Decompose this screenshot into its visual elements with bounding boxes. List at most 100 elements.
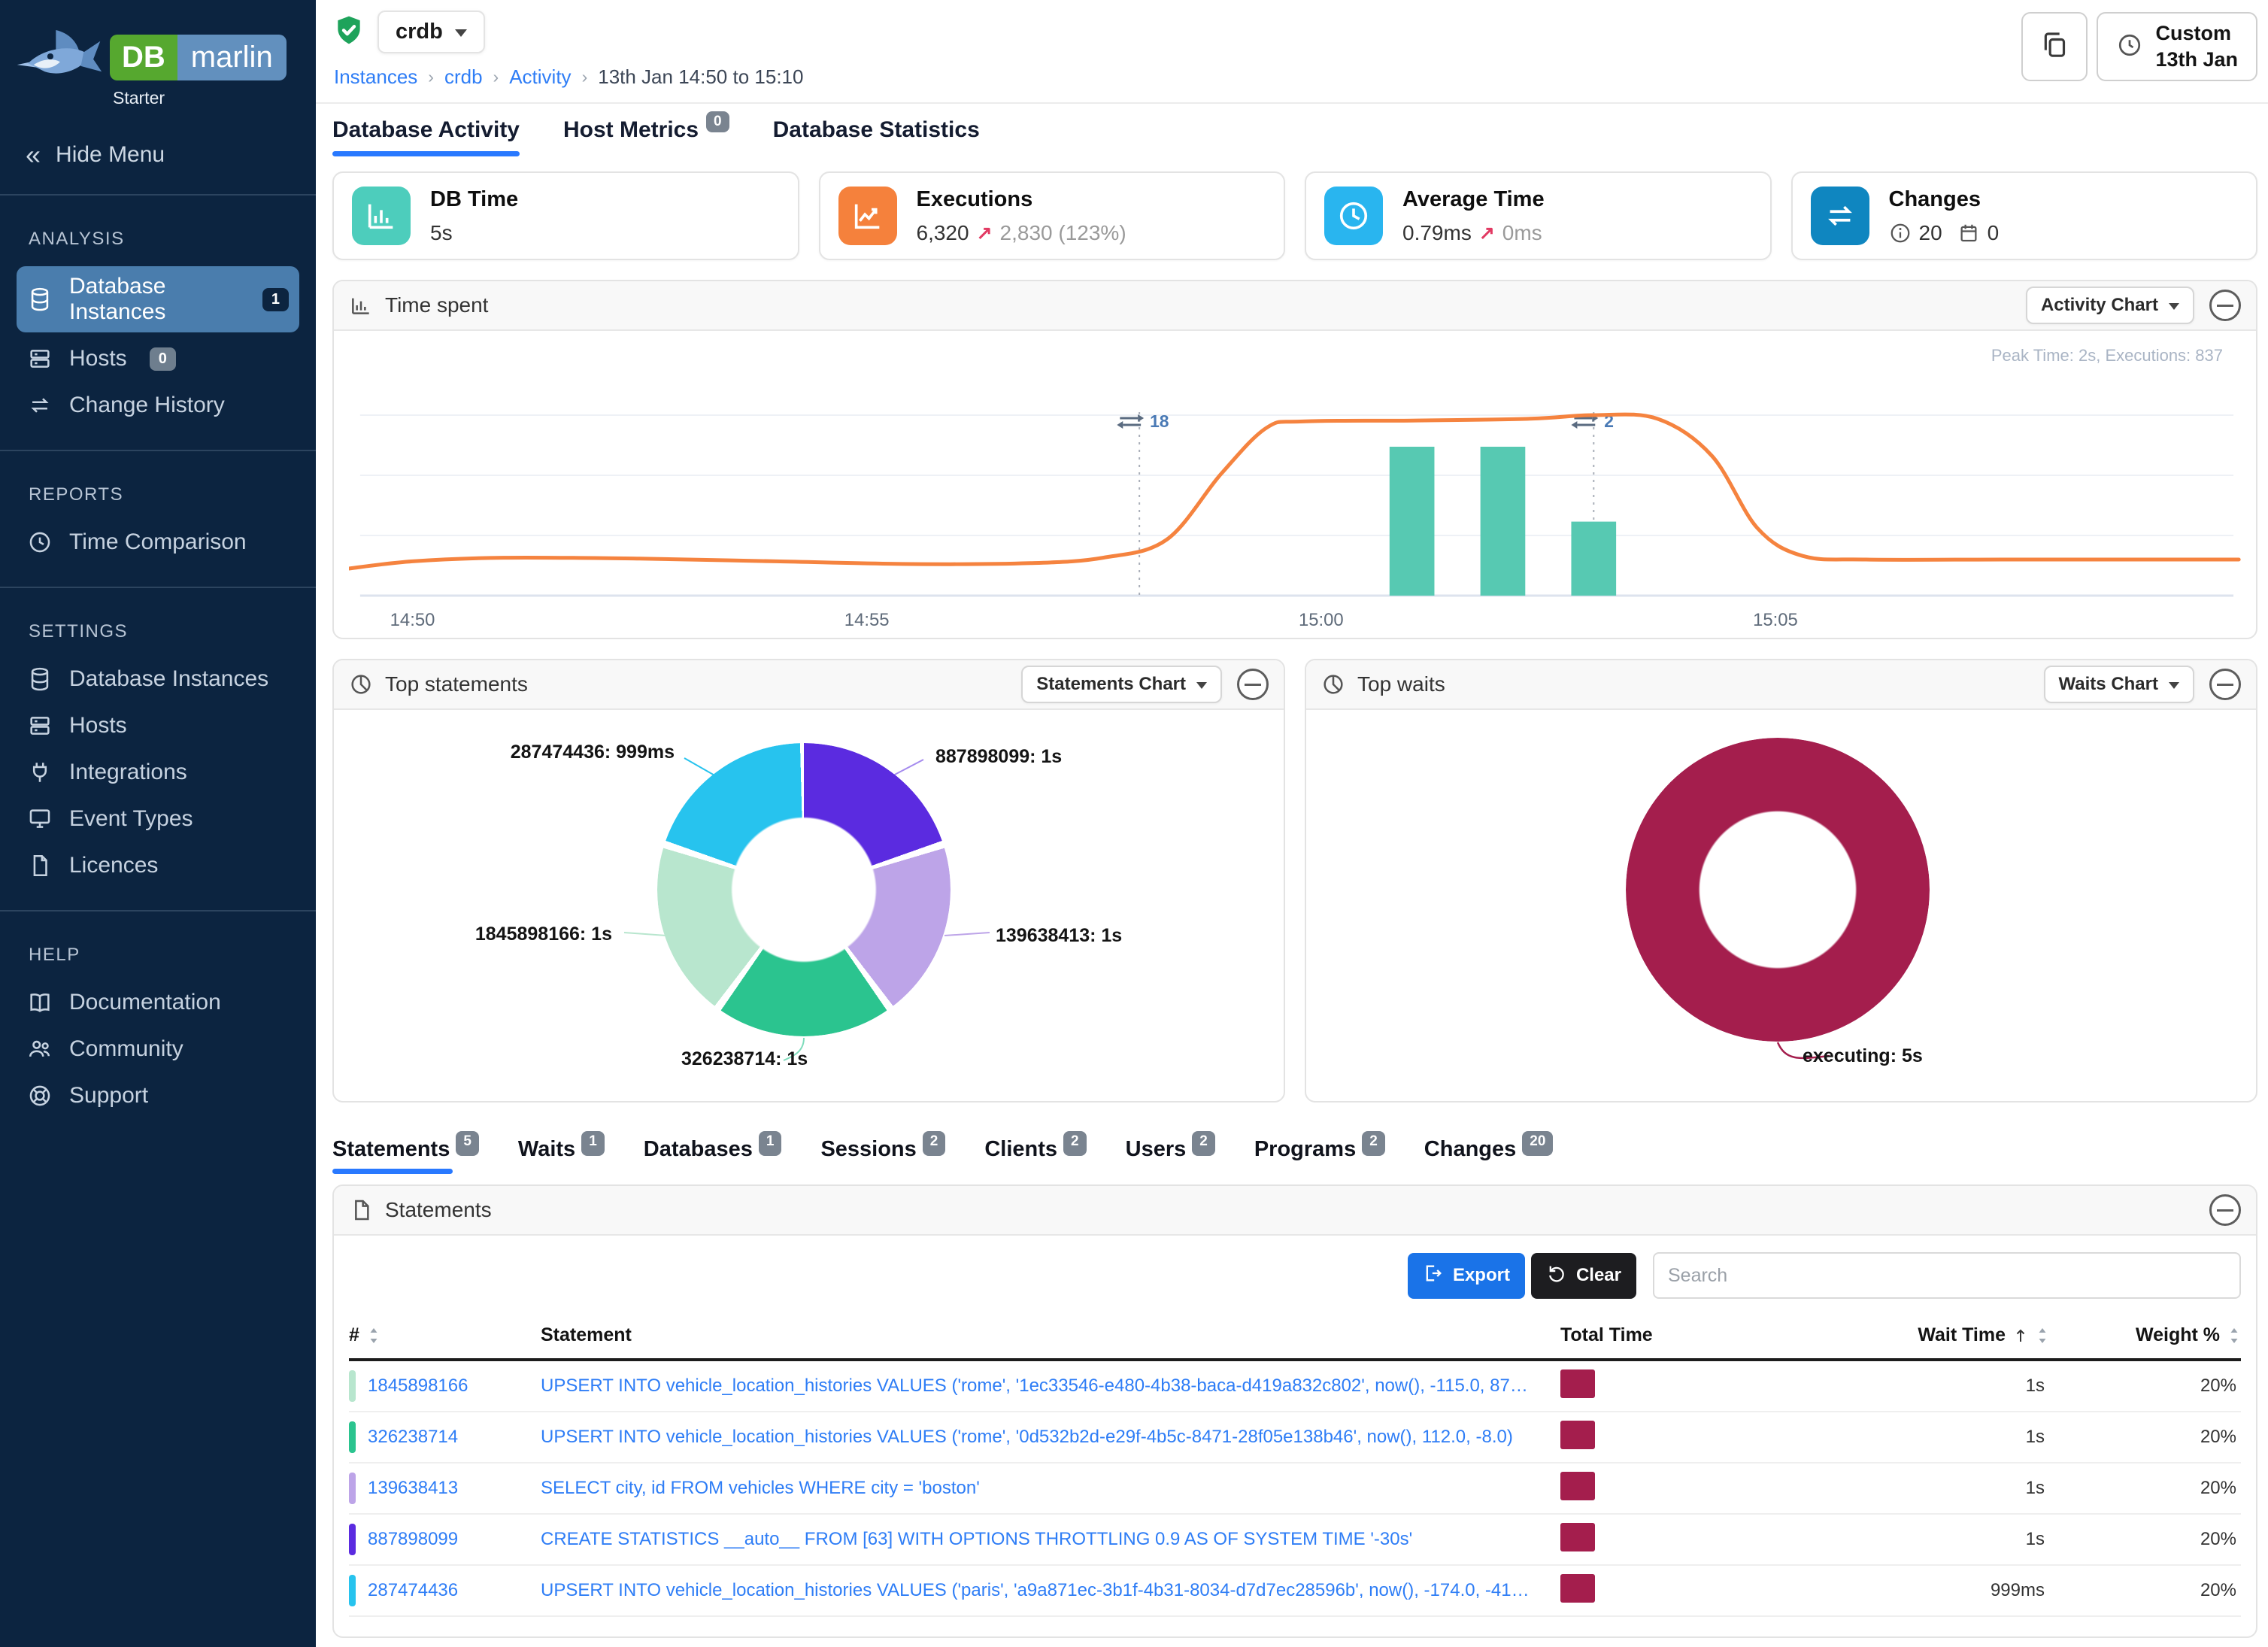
kpi-delta: 2,830 (123%) bbox=[999, 220, 1126, 244]
panel-title: Statements bbox=[385, 1198, 492, 1221]
breadcrumb-link-instances[interactable]: Instances bbox=[334, 65, 418, 88]
tab-label: Changes bbox=[1424, 1137, 1517, 1161]
table-row[interactable]: 1845898166 UPSERT INTO vehicle_location_… bbox=[349, 1361, 2241, 1412]
sidebar-item-change-history[interactable]: Change History bbox=[17, 385, 299, 426]
tab-host-metrics[interactable]: Host Metrics 0 bbox=[563, 111, 729, 156]
sidebar-item-event-types[interactable]: Event Types bbox=[17, 799, 299, 839]
plug-icon bbox=[27, 760, 53, 785]
statements-table-panel: Statements Export bbox=[332, 1184, 2257, 1638]
tab-database-statistics[interactable]: Database Statistics bbox=[773, 117, 980, 156]
sidebar-item-licences[interactable]: Licences bbox=[17, 845, 299, 886]
tab-statements[interactable]: Statements 5 bbox=[332, 1131, 479, 1174]
kpi-text: Executions 6,320 ↗ 2,830 (123%) bbox=[917, 187, 1126, 245]
copy-button[interactable] bbox=[2021, 12, 2088, 81]
statement-id-link[interactable]: 1845898166 bbox=[368, 1376, 468, 1396]
brand-marlin-badge: marlin bbox=[177, 35, 287, 80]
brand-logo[interactable]: DB marlin Starter bbox=[0, 0, 316, 113]
time-spent-chart: Peak Time: 2s, Executions: 837 14:50 14:5… bbox=[334, 331, 2256, 638]
tab-label: Databases bbox=[643, 1137, 753, 1161]
sidebar-item-documentation[interactable]: Documentation bbox=[17, 982, 299, 1023]
sidebar-item-community[interactable]: Community bbox=[17, 1029, 299, 1069]
tab-programs[interactable]: Programs 2 bbox=[1254, 1131, 1385, 1174]
statements-chart-dropdown[interactable]: Statements Chart bbox=[1021, 666, 1222, 703]
time-range-button[interactable]: Custom 13th Jan bbox=[2097, 12, 2257, 81]
table-row[interactable]: 887898099 CREATE STATISTICS __auto__ FRO… bbox=[349, 1515, 2241, 1566]
people-icon bbox=[27, 1036, 53, 1062]
statements-donut-chart: 887898099: 1s 139638413: 1s 326238714: 1… bbox=[334, 710, 1284, 1101]
tab-database-activity[interactable]: Database Activity bbox=[332, 117, 520, 156]
tab-label: Waits bbox=[517, 1137, 576, 1161]
statement-link[interactable]: SELECT city, id FROM vehicles WHERE city… bbox=[541, 1478, 980, 1498]
statement-id-link[interactable]: 287474436 bbox=[368, 1580, 459, 1600]
tab-sessions[interactable]: Sessions 2 bbox=[820, 1131, 946, 1174]
server-icon bbox=[27, 713, 53, 739]
sidebar-item-hosts[interactable]: Hosts 0 bbox=[17, 338, 299, 379]
search-input[interactable] bbox=[1653, 1252, 2241, 1299]
sidebar-item-settings-hosts[interactable]: Hosts bbox=[17, 705, 299, 746]
breadcrumb-link-activity[interactable]: Activity bbox=[509, 65, 572, 88]
kpi-value: 6,320 ↗ 2,830 (123%) bbox=[916, 220, 1126, 244]
collapse-icon[interactable] bbox=[2209, 669, 2241, 700]
statements-donut[interactable] bbox=[657, 743, 951, 1036]
table-controls: Export Clear bbox=[334, 1236, 2256, 1308]
statement-id-link[interactable]: 139638413 bbox=[368, 1478, 459, 1498]
tab-waits[interactable]: Waits 1 bbox=[517, 1131, 605, 1174]
charts-row: Top statements Statements Chart bbox=[332, 639, 2257, 1103]
sidebar-divider bbox=[0, 194, 316, 196]
tab-label: Database Statistics bbox=[772, 117, 980, 142]
tab-databases[interactable]: Databases 1 bbox=[643, 1131, 782, 1174]
table-row[interactable]: 139638413 SELECT city, id FROM vehicles … bbox=[349, 1463, 2241, 1515]
column-header-statement[interactable]: Statement bbox=[541, 1324, 632, 1345]
tab-clients[interactable]: Clients 2 bbox=[984, 1131, 1087, 1174]
export-button[interactable]: Export bbox=[1407, 1252, 1525, 1299]
activity-chart-dropdown[interactable]: Activity Chart bbox=[2025, 287, 2194, 324]
sidebar-item-integrations[interactable]: Integrations bbox=[17, 752, 299, 793]
count-badge: 5 bbox=[456, 1131, 479, 1156]
instance-selector[interactable]: crdb bbox=[377, 11, 485, 53]
tab-users[interactable]: Users 2 bbox=[1126, 1131, 1215, 1174]
sidebar-item-time-comparison[interactable]: Time Comparison bbox=[17, 522, 299, 563]
sidebar-item-settings-database-instances[interactable]: Database Instances bbox=[17, 659, 299, 699]
marlin-fish-icon bbox=[11, 12, 107, 105]
sidebar-item-label: Event Types bbox=[69, 806, 193, 831]
clock-icon bbox=[2116, 32, 2143, 62]
tab-changes[interactable]: Changes 20 bbox=[1424, 1131, 1554, 1174]
statement-link[interactable]: CREATE STATISTICS __auto__ FROM [63] WIT… bbox=[541, 1529, 1413, 1549]
waits-chart-dropdown[interactable]: Waits Chart bbox=[2043, 666, 2194, 703]
column-header-num[interactable]: # bbox=[349, 1324, 541, 1346]
table-row[interactable]: 326238714 UPSERT INTO vehicle_location_h… bbox=[349, 1412, 2241, 1463]
column-header-wait-time[interactable]: Wait Time bbox=[1809, 1324, 2049, 1346]
peak-note: Peak Time: 2s, Executions: 837 bbox=[1991, 346, 2223, 365]
column-header-weight[interactable]: Weight % bbox=[2049, 1324, 2241, 1346]
hide-menu-button[interactable]: « Hide Menu bbox=[0, 113, 316, 194]
statement-id-link[interactable]: 326238714 bbox=[368, 1427, 459, 1447]
line-chart-icon bbox=[838, 187, 897, 245]
statement-link[interactable]: UPSERT INTO vehicle_location_histories V… bbox=[541, 1580, 1533, 1600]
statement-link[interactable]: UPSERT INTO vehicle_location_histories V… bbox=[541, 1376, 1531, 1396]
column-header-total-time[interactable]: Total Time bbox=[1560, 1324, 1653, 1345]
collapse-icon[interactable] bbox=[2209, 290, 2241, 321]
sidebar-item-support[interactable]: Support bbox=[17, 1075, 299, 1116]
sidebar-item-label: Licences bbox=[69, 853, 159, 878]
statement-link[interactable]: UPSERT INTO vehicle_location_histories V… bbox=[541, 1427, 1513, 1447]
sort-icon bbox=[367, 1327, 381, 1345]
dropdown-label: Statements Chart bbox=[1036, 674, 1186, 694]
sidebar-item-label: Community bbox=[69, 1036, 183, 1061]
count-badge: 20 bbox=[1522, 1131, 1554, 1156]
svg-text:15:00: 15:00 bbox=[1299, 610, 1344, 630]
waits-donut[interactable] bbox=[1626, 738, 1930, 1042]
table-row[interactable]: 287474436 UPSERT INTO vehicle_location_h… bbox=[349, 1566, 2241, 1617]
collapse-icon[interactable] bbox=[2209, 1194, 2241, 1226]
breadcrumb-link-crdb[interactable]: crdb bbox=[444, 65, 483, 88]
statement-id-link[interactable]: 887898099 bbox=[368, 1529, 459, 1549]
sidebar-item-database-instances[interactable]: Database Instances 1 bbox=[17, 266, 299, 332]
weight-value: 20% bbox=[2200, 1478, 2236, 1498]
collapse-icon[interactable] bbox=[1237, 669, 1269, 700]
tab-label: Host Metrics bbox=[563, 117, 699, 142]
clear-button[interactable]: Clear bbox=[1530, 1252, 1636, 1299]
plan-label: Starter bbox=[113, 88, 165, 108]
book-icon bbox=[27, 990, 53, 1015]
weight-value: 20% bbox=[2200, 1376, 2236, 1396]
total-time-bar bbox=[1560, 1420, 1595, 1449]
